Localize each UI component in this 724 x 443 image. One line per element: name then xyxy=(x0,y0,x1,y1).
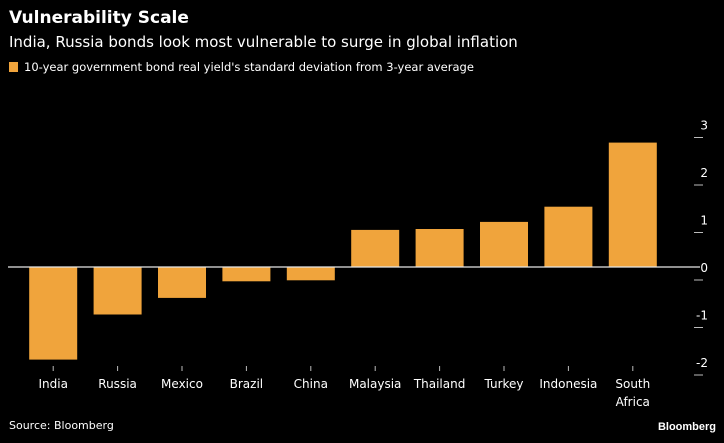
bar-india xyxy=(29,267,77,360)
y-tick-label: 2 xyxy=(700,166,708,180)
x-axis-labels: India Russia Mexico Brazil China Malaysia Thai… xyxy=(38,377,650,409)
y-tick-label: -2 xyxy=(696,356,708,370)
bar-malaysia xyxy=(351,230,399,267)
x-tick-label: Indonesia xyxy=(539,377,597,391)
bar-china xyxy=(287,267,335,280)
x-tick-label: India xyxy=(38,377,67,391)
bar-turkey xyxy=(480,222,528,267)
bar-south-africa xyxy=(609,143,657,267)
x-tick-label: Mexico xyxy=(161,377,203,391)
y-tick-label: -1 xyxy=(696,309,708,323)
x-tick-label: Africa xyxy=(616,395,650,409)
bar-brazil xyxy=(222,267,270,281)
bar-thailand xyxy=(416,229,464,267)
x-axis-ticks xyxy=(53,366,633,371)
y-tick-label: 0 xyxy=(700,261,708,275)
bar-indonesia xyxy=(544,207,592,267)
source-note: Source: Bloomberg xyxy=(9,419,114,432)
x-tick-label: Thailand xyxy=(413,377,466,391)
x-tick-label: Brazil xyxy=(230,377,264,391)
brand-logo: Bloomberg xyxy=(658,421,716,433)
x-tick-label: Malaysia xyxy=(349,377,401,391)
y-tick-label: 3 xyxy=(700,119,708,133)
bar-mexico xyxy=(158,267,206,298)
x-tick-label: Turkey xyxy=(483,377,523,391)
bar-russia xyxy=(94,267,142,315)
x-tick-label: South xyxy=(615,377,650,391)
bars-group xyxy=(29,143,657,360)
y-axis-ticks: 3 2 1 0 -1 -2 xyxy=(694,119,708,376)
x-tick-label: Russia xyxy=(98,377,137,391)
y-tick-label: 1 xyxy=(700,214,708,228)
x-tick-label: China xyxy=(294,377,328,391)
